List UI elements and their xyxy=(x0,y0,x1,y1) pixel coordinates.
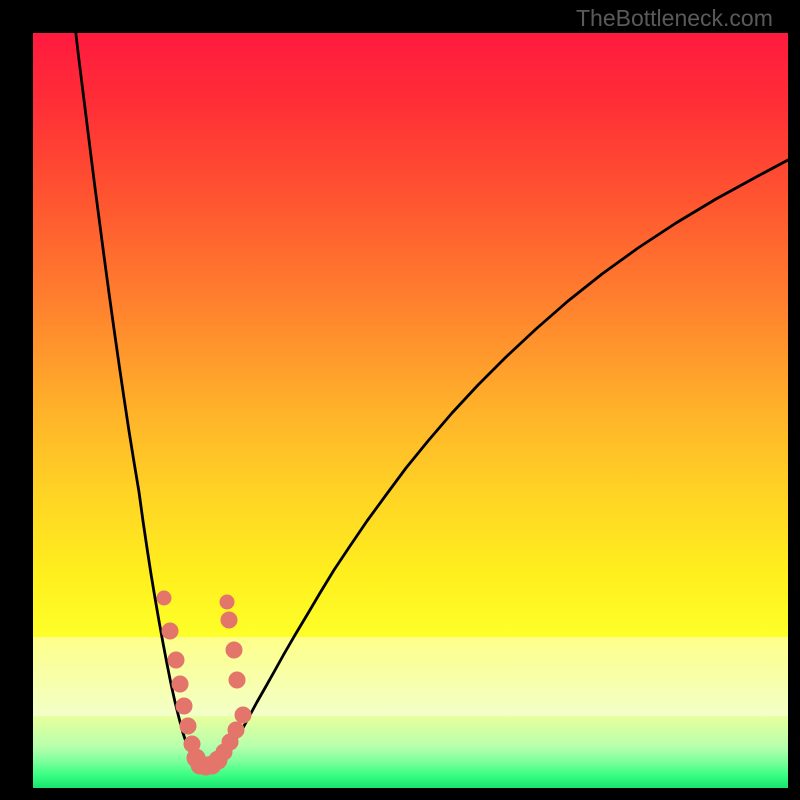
marker-dot xyxy=(157,591,171,605)
bottleneck-chart xyxy=(0,0,800,800)
marker-dot xyxy=(220,595,234,609)
marker-dot xyxy=(176,698,192,714)
marker-dot xyxy=(226,642,242,658)
marker-dot xyxy=(228,722,244,738)
marker-dot xyxy=(180,718,196,734)
watermark-text: TheBottleneck.com xyxy=(576,5,773,32)
marker-dot xyxy=(162,623,178,639)
plot-area xyxy=(33,18,788,788)
marker-dot xyxy=(168,652,184,668)
marker-dot xyxy=(235,707,251,723)
pale-yellow-band xyxy=(33,637,788,716)
marker-dot xyxy=(229,672,245,688)
marker-dot xyxy=(172,676,188,692)
marker-dot xyxy=(221,612,237,628)
